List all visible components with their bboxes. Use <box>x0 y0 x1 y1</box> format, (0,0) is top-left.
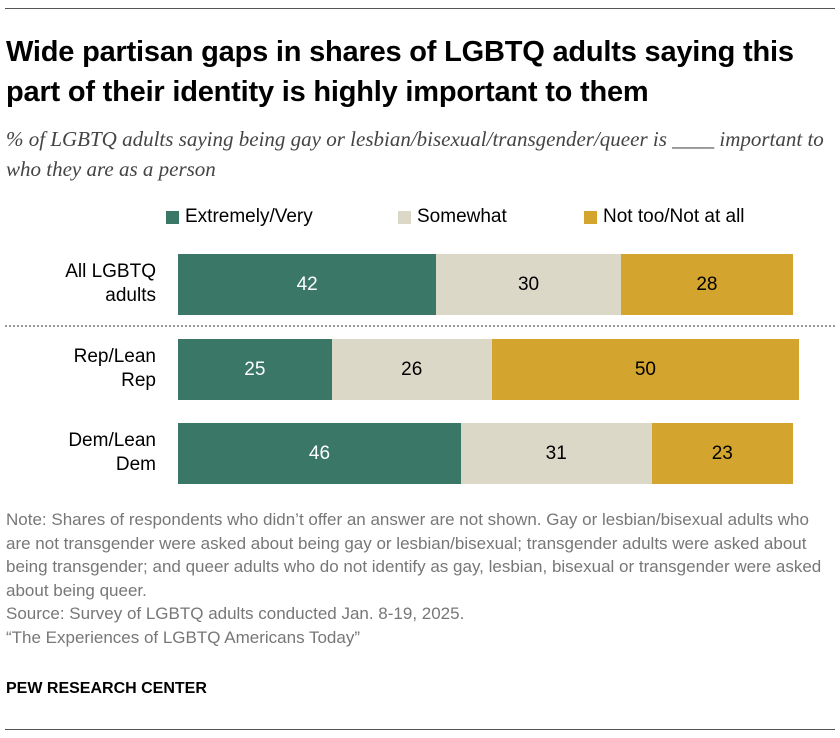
bar-segment: 50 <box>491 339 800 400</box>
data-label: 23 <box>711 442 733 464</box>
report-title: “The Experiences of LGBTQ Americans Toda… <box>6 627 361 647</box>
source-text: Source: Survey of LGBTQ adults conducted… <box>6 604 465 623</box>
legend-label: Not too/Not at all <box>603 206 745 227</box>
legend-swatch <box>584 210 597 224</box>
data-label: 31 <box>545 442 567 464</box>
bar-segment: 46 <box>178 423 461 484</box>
data-label: 25 <box>244 358 266 380</box>
data-label: 42 <box>296 273 318 295</box>
legend-item: Somewhat <box>398 206 507 228</box>
bar-segment: 31 <box>460 423 652 484</box>
bar-segment: 23 <box>651 423 793 484</box>
legend-item: Not too/Not at all <box>584 206 745 228</box>
notes: Note: Shares of respondents who didn’t o… <box>6 508 831 649</box>
bar-segment: 28 <box>620 254 793 315</box>
data-label: 26 <box>401 358 423 380</box>
data-label: 30 <box>517 273 540 295</box>
brand-logo-text: PEW RESEARCH CENTER <box>6 680 207 697</box>
data-label: 50 <box>634 358 656 380</box>
legend-label: Somewhat <box>417 206 507 227</box>
chart-title: Wide partisan gaps in shares of LGBTQ ad… <box>6 36 794 108</box>
bar-segment: 26 <box>331 339 492 400</box>
bar-segment: 30 <box>436 254 621 315</box>
data-label: 28 <box>696 273 718 295</box>
legend-label: Extremely/Very <box>185 206 313 227</box>
chart-subtitle: % of LGBTQ adults saying being gay or le… <box>6 127 824 181</box>
bar-segment: 42 <box>178 254 437 315</box>
legend-swatch <box>398 210 411 224</box>
top-rule <box>5 8 835 9</box>
bar-segment: 25 <box>178 339 332 400</box>
category-label: Rep/Lean Rep <box>73 346 156 391</box>
bottom-rule <box>5 729 835 730</box>
legend-swatch <box>166 210 179 224</box>
category-label: Dem/Lean Dem <box>68 430 156 475</box>
category-label: All LGBTQ adults <box>65 261 156 306</box>
divider <box>5 325 835 327</box>
note-text: Note: Shares of respondents who didn’t o… <box>6 510 822 600</box>
data-label: 46 <box>308 442 331 464</box>
legend-item: Extremely/Very <box>166 206 313 228</box>
